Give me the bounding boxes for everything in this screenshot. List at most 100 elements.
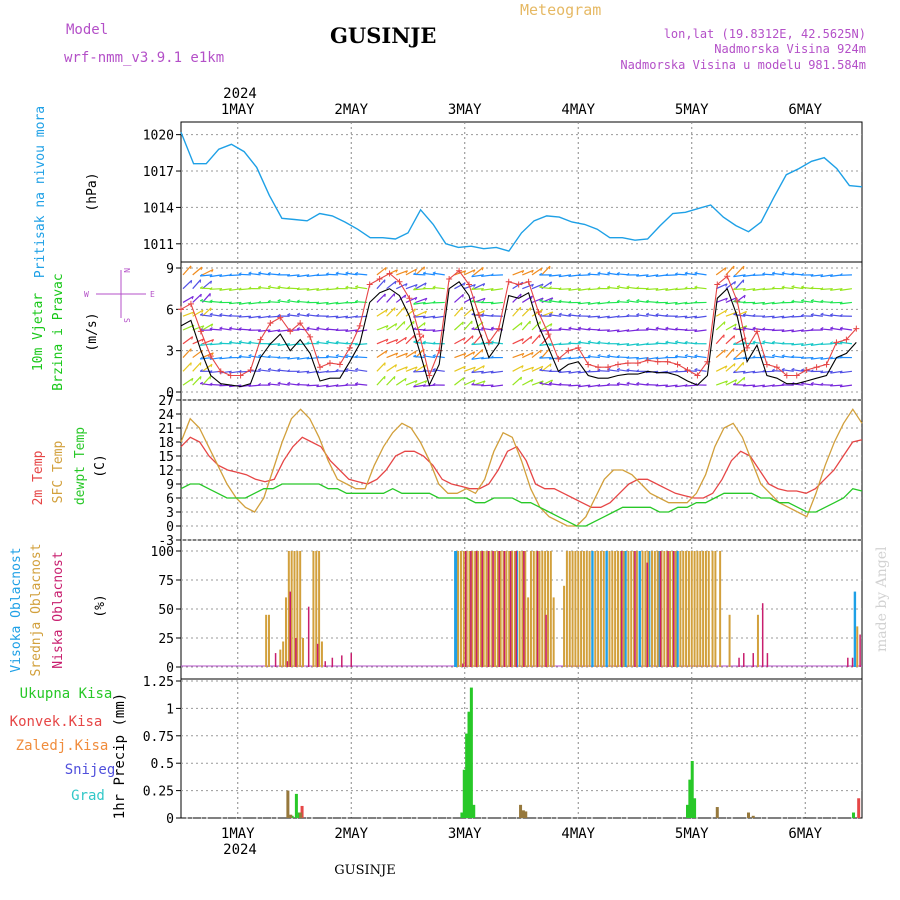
wind-arrow-head (597, 286, 601, 289)
wind-arrow-head (432, 382, 436, 386)
wind-arrow (521, 335, 533, 345)
mid-cloud-bar (619, 551, 622, 667)
wind-arrow (810, 314, 823, 317)
mid-cloud-axis-label: Srednja Oblacnost (29, 543, 44, 676)
wind-arrow (762, 301, 775, 305)
wind-arrow (202, 352, 214, 359)
wind-arrow-head (482, 310, 485, 314)
wind-arrow-head (296, 274, 300, 278)
wind-unit-label: (m/s) (85, 312, 100, 351)
mixed-precip-bar (299, 812, 303, 818)
high-cloud-bar (605, 551, 608, 667)
wind-arrow (587, 301, 600, 305)
wind-arrow (733, 288, 746, 291)
mid-cloud-bar (622, 551, 625, 667)
wind-arrow-head (606, 300, 610, 304)
wind-arrow (405, 268, 417, 276)
wind-arrow-head (258, 354, 262, 357)
high-cloud-bar (591, 551, 594, 667)
wind-arrow-head (636, 286, 640, 289)
low-cloud-bar (295, 638, 297, 667)
wind-arrow (665, 341, 678, 345)
wind-gust-marker (386, 270, 393, 277)
wind-arrow-head (463, 270, 467, 274)
wind-arrow-head (481, 370, 484, 374)
wind-arrow-head (199, 286, 203, 289)
mid-cloud-bar (666, 551, 669, 667)
y-tick-label: 15 (158, 450, 174, 465)
wind-arrow (306, 384, 319, 387)
day-label-bottom: 2MAY (334, 826, 368, 842)
wind-arrow-head (839, 313, 843, 317)
wind-arrow-head (839, 370, 843, 374)
wind-arrow-head (258, 271, 262, 274)
wind-arrow-head (529, 307, 532, 311)
wind-arrow-head (830, 273, 833, 277)
y-tick-label: 0.75 (143, 730, 174, 745)
wind-arrow-head (829, 300, 833, 304)
sfc-temp-line (180, 408, 863, 527)
wind-arrow-head (432, 329, 436, 332)
wind-arrow-head (432, 341, 436, 345)
wind-arrow-head (201, 325, 205, 329)
wind-arrow-head (191, 378, 194, 382)
wind-arrow (219, 370, 232, 374)
wind-arrow-head (248, 271, 252, 274)
wind-arrow-head (258, 285, 262, 288)
wind-arrow (376, 309, 388, 317)
wind-arrow-head (248, 354, 252, 357)
wind-arrow (587, 273, 600, 276)
mid-cloud-bar (312, 551, 315, 667)
wind-arrow-head (277, 329, 281, 332)
wind-arrow (200, 300, 213, 304)
mid-cloud-bar (532, 551, 535, 667)
wind-arrow-head (655, 341, 659, 344)
wind-arrow-head (742, 300, 746, 304)
wind-arrow-head (587, 314, 591, 318)
wind-arrow-head (539, 321, 541, 325)
wind-arrow (490, 384, 504, 388)
wind-axis-label-2: Brzina i Pravac (51, 273, 66, 390)
wind-arrow-head (742, 326, 747, 329)
wind-arrow-head (277, 368, 281, 371)
wind-arrow (715, 309, 727, 317)
wind-arrow-head (432, 315, 436, 319)
wind-arrow (597, 370, 610, 372)
wind-arrow (558, 274, 571, 278)
wind-arrow (531, 380, 544, 386)
wind-arrow-head (733, 335, 736, 339)
wind-arrow-head (238, 314, 242, 318)
low-cloud-bar (307, 606, 310, 667)
wind-arrow-head (267, 354, 271, 358)
wind-arrow-head (287, 381, 291, 385)
wind-arrow-head (316, 301, 320, 305)
wind-arrow (772, 272, 785, 276)
wind-arrow (558, 313, 571, 317)
wind-arrow-head (781, 315, 785, 319)
wind-arrow (316, 341, 329, 345)
wind-arrow-head (228, 355, 232, 359)
y-tick-label: 0 (166, 386, 174, 401)
wind-arrow-head (800, 355, 804, 359)
wind-gust-marker (575, 344, 582, 351)
wind-arrow-head (626, 328, 630, 332)
wind-arrow (839, 301, 853, 305)
wind-arrow (665, 301, 678, 305)
wind-arrow-head (335, 368, 339, 372)
wind-arrow (405, 320, 415, 331)
mid-cloud-bar (635, 551, 638, 667)
wind-arrow-head (645, 327, 649, 330)
wind-arrow (725, 323, 737, 331)
wind-arrow-head (405, 283, 408, 287)
mid-cloud-bar (529, 551, 532, 667)
mid-cloud-bar (293, 551, 296, 667)
wind-arrow (541, 323, 553, 331)
wind-arrow-head (742, 383, 746, 387)
y-tick-label: 0 (166, 520, 174, 535)
wind-arrow-head (473, 379, 476, 383)
sfc-axis-label: SFC Temp (51, 441, 66, 504)
mid-cloud-bar (574, 551, 577, 667)
wind-arrow (454, 321, 464, 331)
wind-arrow-head (267, 299, 271, 303)
wind-arrow (646, 313, 659, 317)
